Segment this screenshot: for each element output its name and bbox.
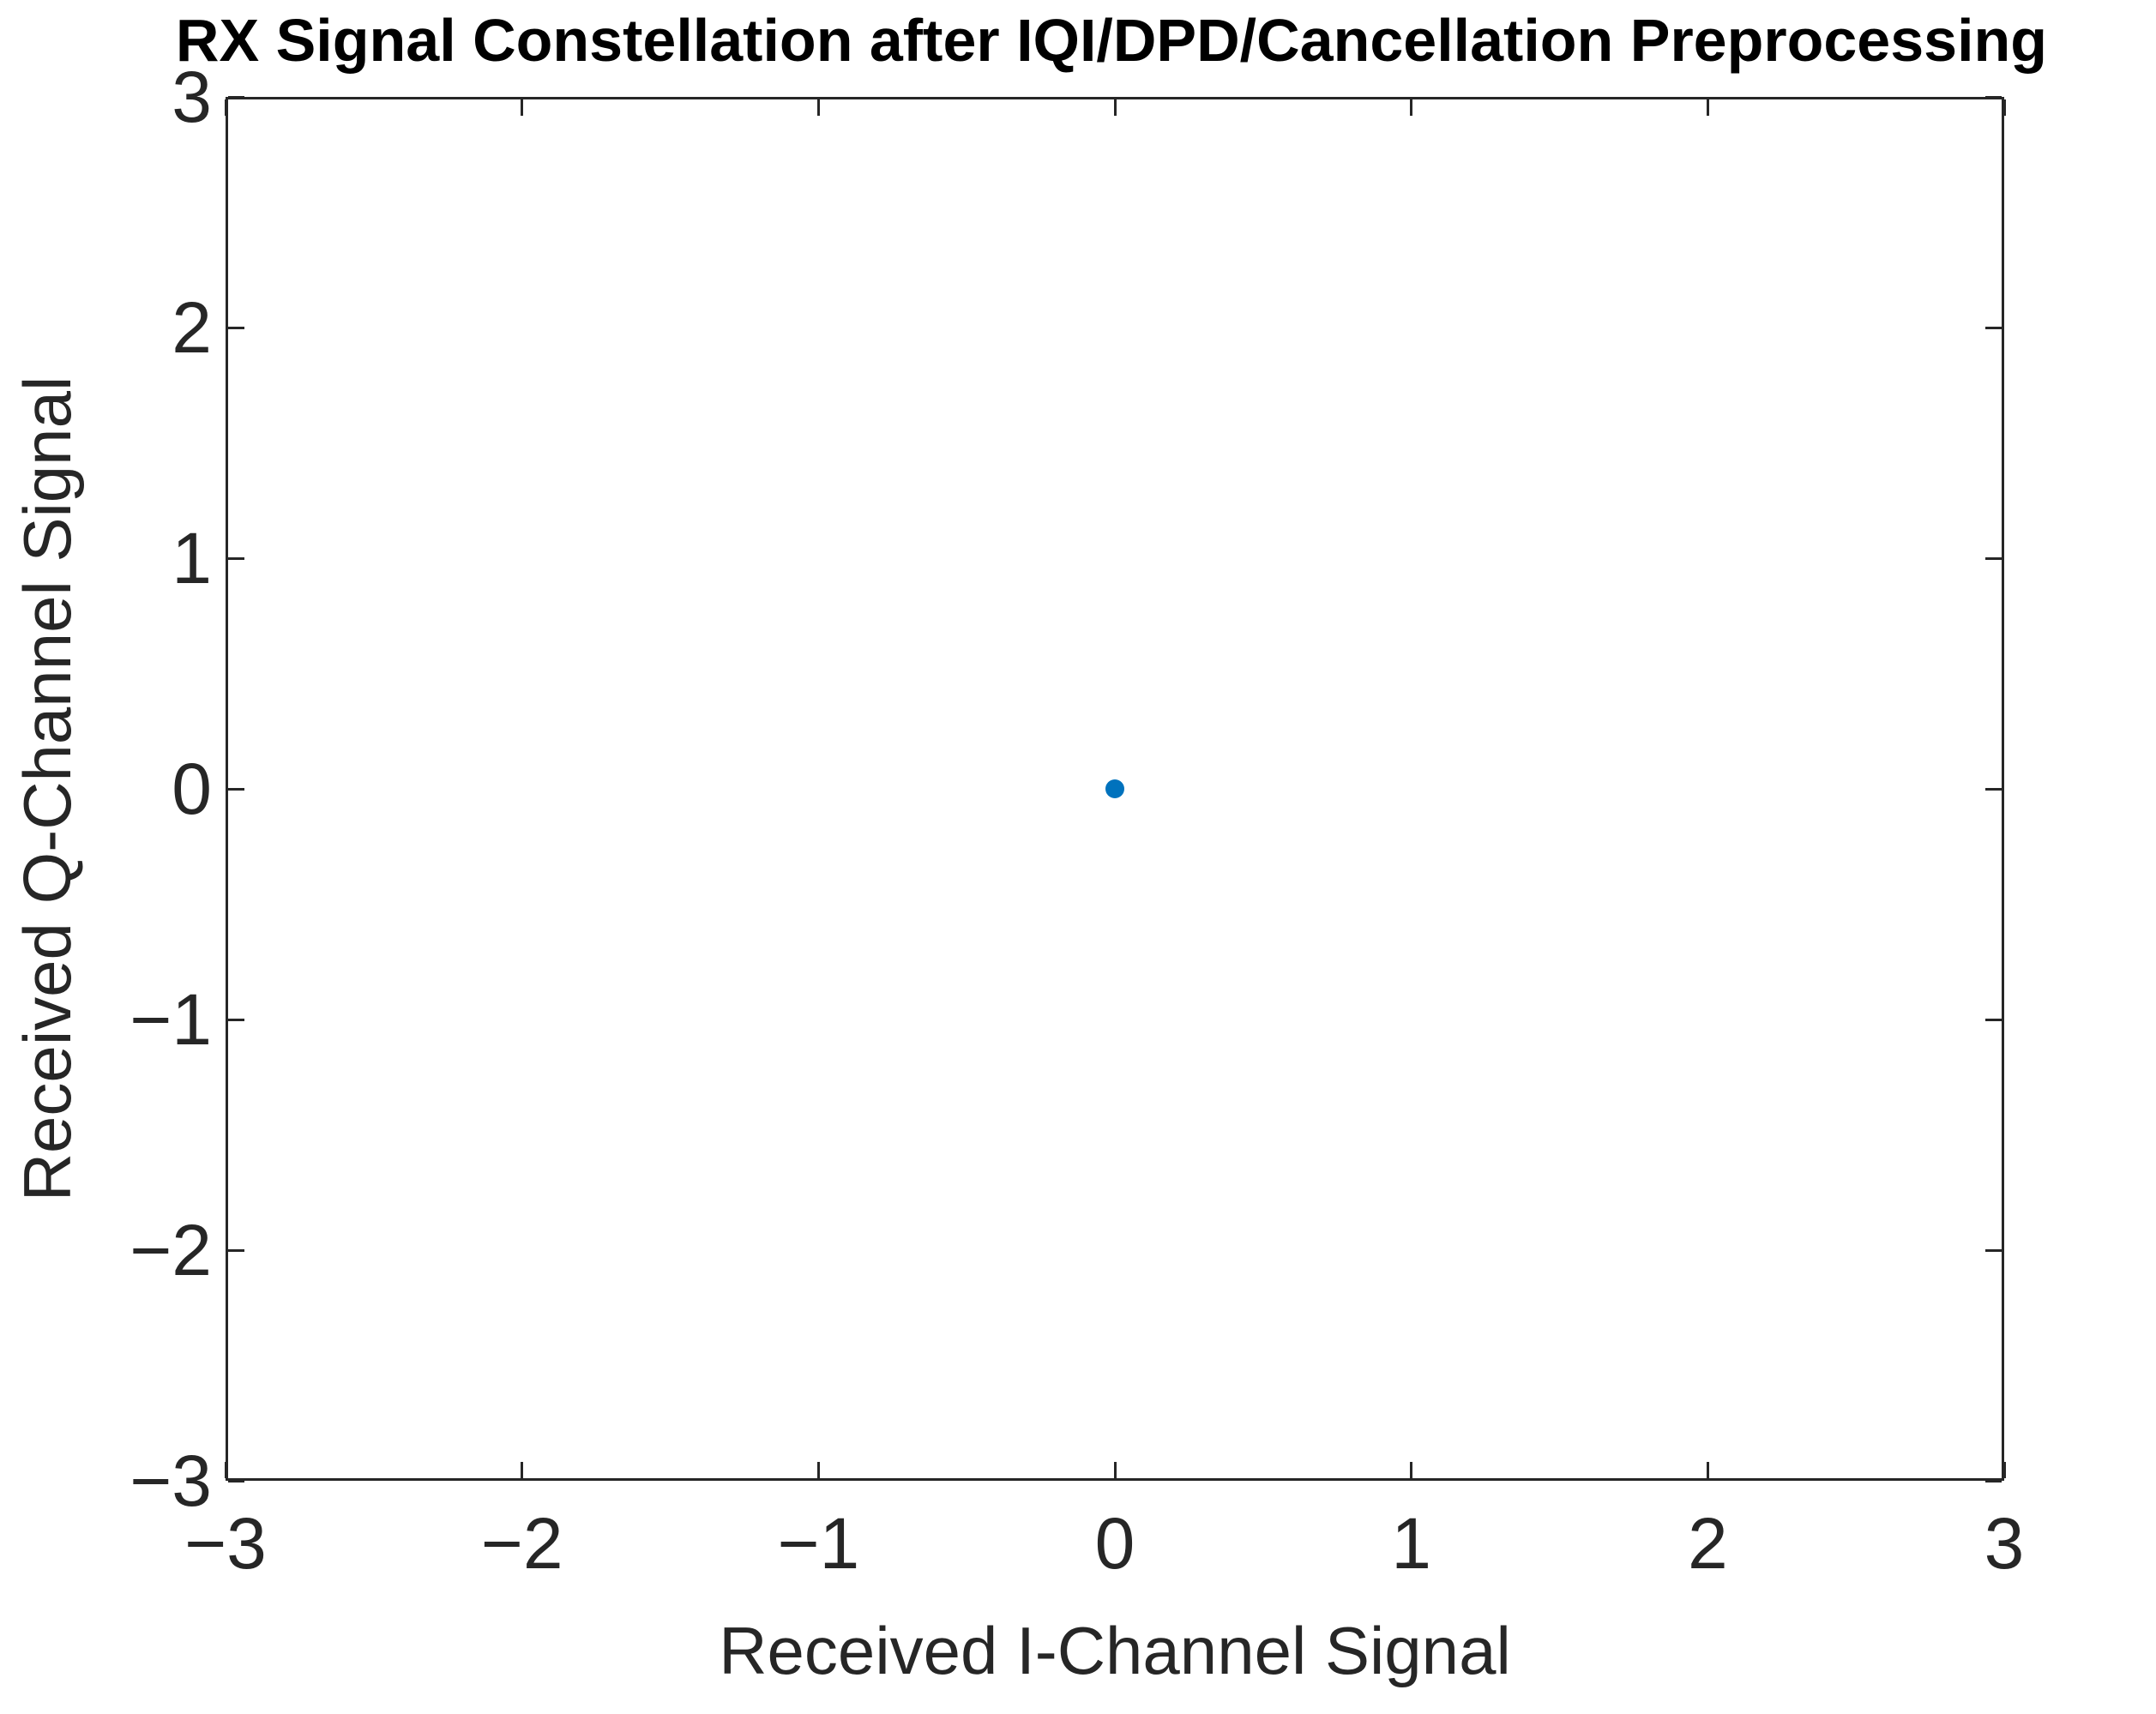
y-tick-mark (228, 1248, 244, 1252)
y-tick-label: 1 (172, 518, 212, 598)
x-tick-mark-top (1706, 99, 1709, 116)
x-tick-label: 3 (1984, 1503, 2025, 1584)
y-tick-mark (228, 95, 244, 99)
x-tick-mark-top (1410, 99, 1413, 116)
x-tick-label: 0 (1094, 1503, 1135, 1584)
chart-title: RX Signal Constellation after IQI/DPD/Ca… (175, 7, 2048, 74)
x-tick-label: 1 (1391, 1503, 1432, 1584)
y-tick-mark-right (1985, 556, 2002, 560)
x-tick-label: −1 (777, 1503, 860, 1584)
x-tick-mark (1706, 1462, 1709, 1478)
y-tick-label: −1 (129, 979, 212, 1060)
x-tick-mark-top (1113, 99, 1117, 116)
y-tick-mark (228, 326, 244, 329)
y-tick-mark (228, 556, 244, 560)
y-tick-label: 3 (172, 57, 212, 137)
y-tick-mark-right (1985, 1248, 2002, 1252)
x-tick-mark-top (816, 99, 820, 116)
y-tick-label: 2 (172, 287, 212, 368)
x-tick-mark (1410, 1462, 1413, 1478)
y-tick-mark-right (1985, 95, 2002, 99)
y-tick-mark-right (1985, 787, 2002, 791)
y-tick-mark-right (1985, 1018, 2002, 1021)
x-tick-label: −3 (184, 1503, 267, 1584)
x-tick-mark (1113, 1462, 1117, 1478)
y-tick-label: −3 (129, 1440, 212, 1521)
x-tick-mark-top (521, 99, 524, 116)
x-axis-label: Received I-Channel Signal (719, 1613, 1511, 1688)
x-tick-mark-top (2002, 99, 2006, 116)
y-tick-mark-right (1985, 326, 2002, 329)
x-tick-mark (521, 1462, 524, 1478)
x-tick-mark (816, 1462, 820, 1478)
y-tick-mark-right (1985, 1479, 2002, 1482)
y-tick-label: −2 (129, 1210, 212, 1290)
x-tick-label: 2 (1687, 1503, 1728, 1584)
data-point (1105, 779, 1124, 798)
x-tick-mark (2002, 1462, 2006, 1478)
y-tick-label: 0 (172, 749, 212, 829)
x-tick-mark-top (224, 99, 227, 116)
y-tick-mark (228, 1479, 244, 1482)
x-tick-label: −2 (480, 1503, 563, 1584)
y-tick-mark (228, 1018, 244, 1021)
x-tick-mark (224, 1462, 227, 1478)
y-tick-mark (228, 787, 244, 791)
